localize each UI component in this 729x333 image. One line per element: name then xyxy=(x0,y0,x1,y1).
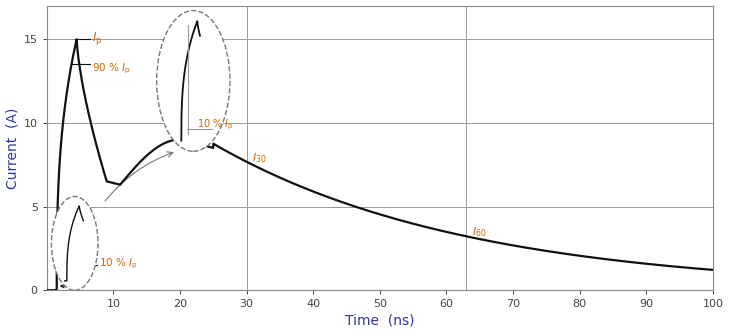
Ellipse shape xyxy=(52,196,98,290)
Text: $I_\mathrm{30}$: $I_\mathrm{30}$ xyxy=(252,151,267,165)
Text: $t_\mathrm{r}$: $t_\mathrm{r}$ xyxy=(61,271,69,285)
Text: $I_\mathrm{60}$: $I_\mathrm{60}$ xyxy=(472,225,486,239)
Ellipse shape xyxy=(157,11,230,151)
Text: 90 % $I_\mathrm{p}$: 90 % $I_\mathrm{p}$ xyxy=(92,62,131,76)
Y-axis label: Current  (A): Current (A) xyxy=(6,107,20,188)
X-axis label: Time  (ns): Time (ns) xyxy=(345,313,415,327)
Text: $I_\mathrm{p}$: $I_\mathrm{p}$ xyxy=(92,30,102,47)
Text: 10 % $I_\mathrm{p}$: 10 % $I_\mathrm{p}$ xyxy=(98,256,138,271)
Text: 10 % $I_\mathrm{p}$: 10 % $I_\mathrm{p}$ xyxy=(197,117,233,132)
